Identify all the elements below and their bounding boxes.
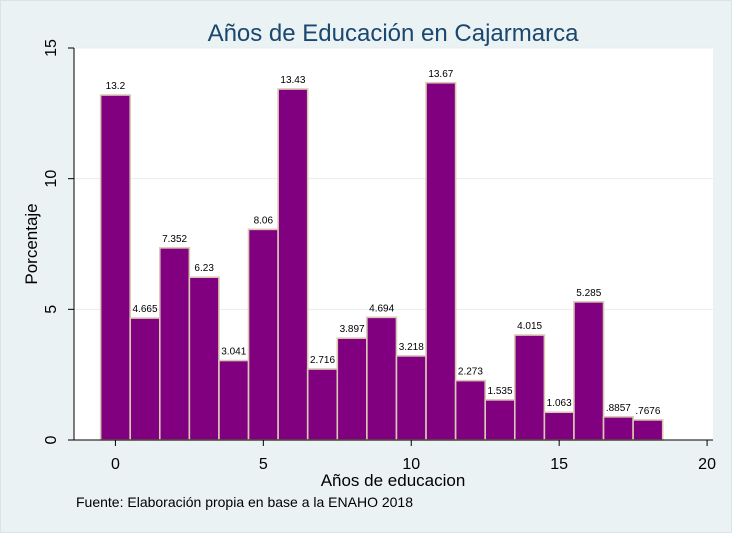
bar-value-label: 13.2 <box>106 81 126 92</box>
bar <box>277 88 309 441</box>
x-tick-label: 0 <box>111 456 120 473</box>
bar <box>395 355 427 441</box>
bar <box>306 368 339 441</box>
bar-value-label: 8.06 <box>254 215 274 226</box>
bar-value-label: 3.041 <box>221 347 246 358</box>
bar <box>129 317 161 441</box>
bar <box>218 359 250 441</box>
y-tick-label: 5 <box>43 305 60 314</box>
bar-value-label: 13.43 <box>280 75 305 86</box>
y-tick-label: 15 <box>43 39 60 57</box>
bar-value-label: 3.218 <box>399 342 424 353</box>
bar <box>158 247 191 441</box>
bar <box>573 301 605 441</box>
bar <box>336 337 368 441</box>
bar <box>602 416 634 441</box>
bar <box>99 94 132 441</box>
bar <box>543 411 575 441</box>
bar <box>632 419 664 441</box>
bar-value-label: 6.23 <box>194 263 214 274</box>
bar-value-label: 2.716 <box>310 355 335 366</box>
chart-title: Años de Educación en Cajarmarca <box>207 20 579 47</box>
bar <box>366 316 398 441</box>
bar <box>247 228 279 441</box>
bar-value-label: 3.897 <box>340 324 365 335</box>
x-tick-label: 5 <box>259 456 268 473</box>
y-tick-label: 0 <box>43 435 60 444</box>
bar-value-label: 5.285 <box>576 288 601 299</box>
bar <box>513 334 546 441</box>
y-tick-label: 10 <box>43 170 60 188</box>
source-note: Fuente: Elaboración propia en base a la … <box>76 494 413 510</box>
bar-value-label: 4.694 <box>369 303 394 314</box>
bar <box>188 276 220 441</box>
bar-value-label: 2.273 <box>458 367 483 378</box>
bar <box>484 399 516 441</box>
x-tick-label: 10 <box>402 456 420 473</box>
bar-value-label: .7676 <box>635 406 660 417</box>
bar <box>454 379 487 441</box>
bar-value-label: 1.063 <box>547 398 572 409</box>
bar <box>425 81 457 441</box>
bar-value-label: 7.352 <box>162 234 187 245</box>
x-axis-title: Años de educacion <box>321 471 466 490</box>
x-tick-label: 15 <box>550 456 568 473</box>
x-tick-label: 20 <box>698 456 716 473</box>
bar-value-label: 1.535 <box>487 386 512 397</box>
bar-value-label: 4.015 <box>517 321 542 332</box>
bar-value-label: .8857 <box>606 403 631 414</box>
bar-value-label: 13.67 <box>428 69 453 80</box>
y-axis-title: Porcentaje <box>22 203 41 284</box>
bar-value-label: 4.665 <box>132 304 157 315</box>
